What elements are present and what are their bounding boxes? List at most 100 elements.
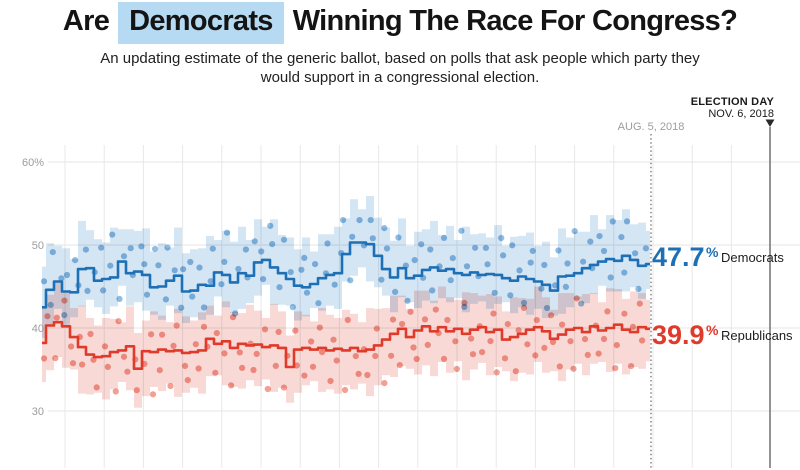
republicans-poll-dot	[487, 338, 494, 345]
republicans-poll-dot	[292, 327, 299, 334]
republicans-poll-dot	[156, 367, 163, 374]
republicans-poll-dot	[490, 310, 497, 317]
democrats-poll-dot	[331, 281, 338, 288]
democrats-poll-dot	[527, 259, 534, 266]
republicans-poll-dot	[53, 314, 60, 321]
democrats-poll-dot	[267, 222, 274, 229]
republicans-poll-dot	[595, 350, 602, 357]
democrats-end-label: 47.7 % Democrats	[652, 242, 784, 272]
democrats-poll-dot	[100, 287, 107, 294]
democrats-poll-dot	[171, 267, 178, 274]
democrats-poll-dot	[621, 269, 628, 276]
democrats-poll-dot	[340, 217, 347, 224]
democrats-poll-dot	[276, 284, 283, 291]
republicans-poll-dot	[280, 384, 288, 391]
democrats-poll-dot	[187, 258, 194, 266]
democrats-poll-dot	[258, 248, 265, 255]
republicans-band	[42, 281, 650, 408]
election-day-arrow-icon	[765, 119, 775, 127]
republicans-poll-dot	[133, 387, 140, 394]
y-tick-30: 30	[32, 406, 44, 418]
democrats-poll-dot	[260, 276, 267, 283]
democrats-poll-dot	[221, 258, 228, 265]
republicans-poll-dot	[504, 321, 511, 328]
republicans-poll-dot	[548, 312, 555, 319]
republicans-poll-dot	[533, 317, 540, 324]
democrats-poll-dot	[242, 246, 249, 253]
democrats-poll-dot	[378, 276, 385, 283]
republicans-poll-dot	[524, 341, 531, 348]
y-tick-60: 60%	[22, 157, 44, 169]
republicans-average-line	[42, 320, 650, 370]
republicans-poll-dot	[195, 365, 202, 372]
republicans-poll-dot	[173, 322, 180, 329]
republicans-poll-dot	[69, 360, 77, 367]
democrats-poll-dot	[587, 238, 594, 245]
republicans-poll-dot	[344, 316, 351, 324]
democrats-poll-dot	[411, 257, 418, 264]
democrats-poll-dot	[63, 271, 71, 279]
republicans-poll-dot	[272, 362, 279, 369]
republicans-poll-dot	[364, 371, 371, 379]
democrats-poll-dot	[491, 289, 498, 296]
republicans-poll-dot	[452, 338, 459, 345]
republicans-poll-dot	[44, 313, 51, 320]
republicans-poll-dot	[333, 357, 340, 364]
party-selector-highlight[interactable]: Democrats	[118, 2, 284, 44]
republicans-poll-dot	[68, 343, 75, 350]
democrats-poll-dot	[116, 295, 123, 302]
republicans-poll-dot	[159, 331, 166, 338]
democrats-poll-dot	[463, 263, 471, 270]
democrats-poll-dot	[235, 265, 242, 273]
republicans-poll-dot	[52, 355, 59, 362]
average-lines	[42, 241, 650, 370]
democrats-poll-dot	[392, 288, 399, 295]
republicans-poll-dot	[396, 362, 403, 369]
republicans-poll-dot	[355, 370, 362, 377]
republicans-poll-dot	[407, 308, 414, 315]
republicans-poll-dot	[600, 335, 608, 343]
democrats-poll-dot	[564, 260, 571, 267]
republicans-poll-dot	[167, 382, 174, 390]
republicans-poll-dot	[120, 353, 128, 360]
democrats-poll-dot	[40, 278, 48, 285]
republicans-poll-dot	[149, 391, 157, 398]
republicans-poll-dot	[372, 352, 379, 360]
republicans-poll-dot	[341, 386, 349, 394]
republicans-poll-dot	[520, 304, 528, 311]
democrats-poll-dot	[141, 261, 148, 268]
democrats-poll-dot	[404, 297, 411, 304]
democrats-poll-dot	[138, 243, 145, 250]
republicans-poll-dot	[621, 310, 628, 317]
democrats-poll-dot	[507, 292, 514, 299]
democrats-poll-dot	[120, 253, 128, 260]
republicans-poll-dot	[541, 344, 548, 351]
republicans-series-name: Republicans	[721, 328, 793, 343]
democrats-poll-dot	[543, 304, 551, 312]
republicans-poll-dot	[639, 337, 646, 344]
republicans-poll-dot	[432, 306, 439, 313]
democrats-poll-dot	[642, 245, 650, 252]
republicans-poll-dot	[264, 385, 271, 393]
republicans-poll-dot	[413, 355, 420, 363]
democrats-poll-dot	[367, 217, 374, 224]
democrats-poll-dot	[312, 261, 319, 268]
republicans-poll-dot	[389, 316, 397, 323]
republicans-poll-dot	[112, 388, 119, 395]
democrats-poll-dot	[107, 262, 114, 269]
democrats-poll-dot	[200, 304, 208, 311]
republicans-poll-dot	[253, 350, 260, 357]
democrats-poll-dot	[356, 217, 363, 224]
democrats-poll-dot	[315, 300, 322, 307]
republicans-poll-dot	[410, 344, 417, 351]
republicans-poll-dot	[104, 363, 111, 370]
democrats-poll-dot	[418, 241, 425, 248]
republicans-poll-dot	[316, 324, 323, 331]
democrats-poll-dot	[472, 244, 479, 251]
republicans-end-label: 39.9 % Republicans	[652, 320, 793, 350]
republicans-poll-dot	[327, 377, 334, 385]
republicans-poll-dot	[373, 325, 380, 332]
republicans-poll-dot	[148, 331, 155, 338]
republicans-poll-dot	[570, 365, 577, 372]
